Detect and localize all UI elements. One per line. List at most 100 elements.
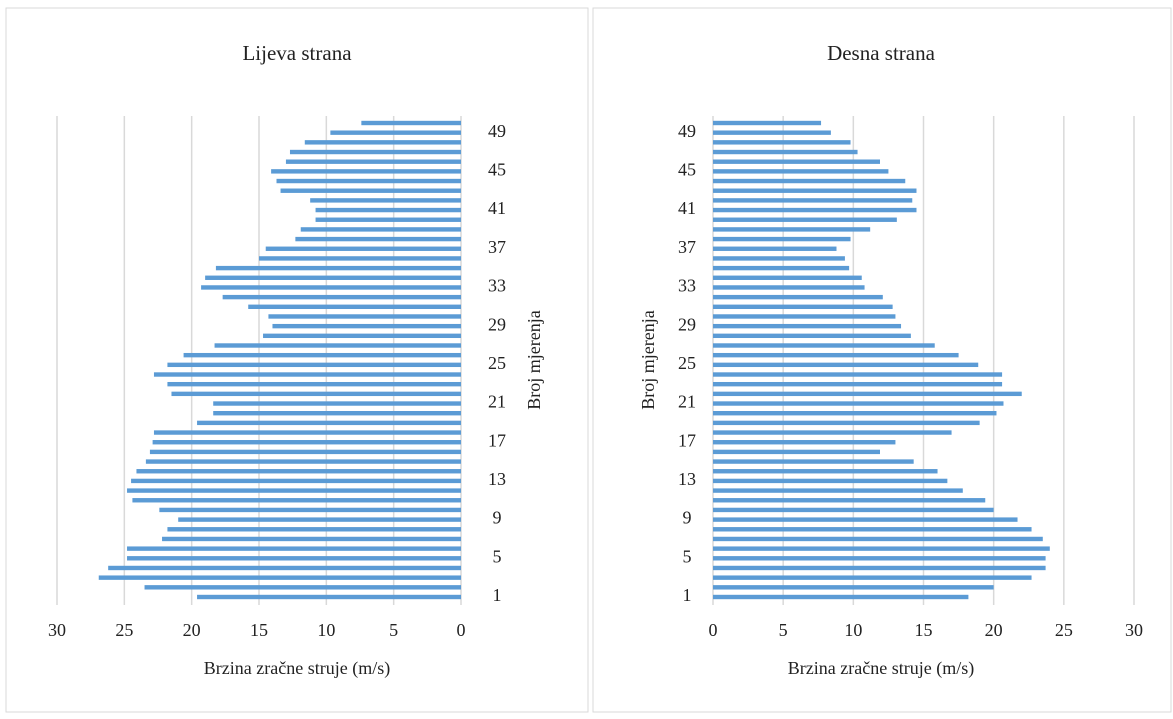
bar [127,488,461,493]
bar [713,420,980,426]
bar [713,352,959,358]
bar [304,140,461,145]
bar [713,594,969,600]
bar [271,169,461,174]
y-tick-label: 17 [488,430,506,450]
x-tick-label: 10 [317,620,335,640]
bar [222,294,461,300]
bar [713,585,994,590]
bar [713,246,837,251]
bar [272,323,461,329]
bar [713,198,913,203]
panel-border [5,7,589,713]
bar [713,391,1022,397]
chart-title: Lijeva strana [242,41,352,65]
y-tick-label: 25 [678,353,696,373]
bar [713,556,1046,561]
bar [713,469,938,474]
bar [713,130,831,135]
y-tick-label: 1 [493,585,502,605]
y-tick-label: 9 [683,508,692,528]
bar [167,527,461,532]
bar [713,546,1050,551]
bar [167,381,461,387]
bar [713,498,986,503]
bar [713,149,858,155]
y-tick-label: 9 [493,508,502,528]
y-tick-label: 5 [683,546,692,566]
bar [215,265,461,271]
y-tick-label: 49 [678,121,696,141]
x-tick-label: 5 [389,620,398,640]
bar [315,217,461,222]
y-tick-label: 45 [678,159,696,179]
bar [153,372,461,377]
bar [713,140,851,145]
bar [713,120,822,126]
bar [330,130,461,135]
y-tick-label: 21 [678,392,696,412]
bar [131,478,462,484]
bar [289,149,461,155]
x-tick-label: 5 [779,620,788,640]
bar [171,391,461,397]
bar [201,285,462,290]
x-tick-label: 20 [183,620,201,640]
x-axis-title: Brzina zračne struje (m/s) [204,658,390,679]
bar [183,352,461,358]
bar [280,188,461,193]
bar [713,430,952,435]
bar [108,565,461,571]
bar [276,178,461,184]
bar [213,401,461,406]
x-tick-label: 25 [1055,620,1073,640]
bar [162,536,462,542]
y-tick-label: 5 [493,546,502,566]
bar [285,159,461,164]
bar [248,304,461,309]
bar [197,594,461,600]
x-tick-label: 10 [844,620,862,640]
bar [265,246,461,251]
bar [127,556,461,561]
y-tick-label: 29 [678,314,696,334]
bar [713,178,906,184]
y-axis-title: Broj mjerenja [638,310,658,409]
bar [713,478,948,484]
bar [713,236,851,242]
bar [144,585,462,590]
y-tick-label: 1 [683,585,692,605]
bar [159,507,461,513]
bar [713,333,911,339]
y-tick-label: 41 [488,198,506,218]
bar [713,294,883,300]
bar [361,120,461,126]
bar [713,411,997,416]
x-tick-label: 25 [115,620,133,640]
bar [713,159,880,164]
bar [713,381,1003,387]
y-tick-label: 33 [678,276,696,296]
bar [713,169,889,174]
bar [295,236,461,242]
bar [713,372,1003,377]
bar [713,401,1004,406]
bar [713,449,880,455]
bar [98,575,461,580]
bar [167,362,461,368]
y-tick-label: 37 [488,237,506,257]
bar [713,343,935,348]
bar [713,488,963,493]
bar [178,517,461,522]
bar [132,498,461,503]
x-tick-label: 15 [250,620,268,640]
y-tick-label: 25 [488,353,506,373]
y-tick-label: 37 [678,237,696,257]
bar [713,527,1032,532]
y-tick-label: 13 [488,469,506,489]
bar [713,459,914,464]
x-tick-label: 0 [457,620,466,640]
bar [713,565,1046,571]
